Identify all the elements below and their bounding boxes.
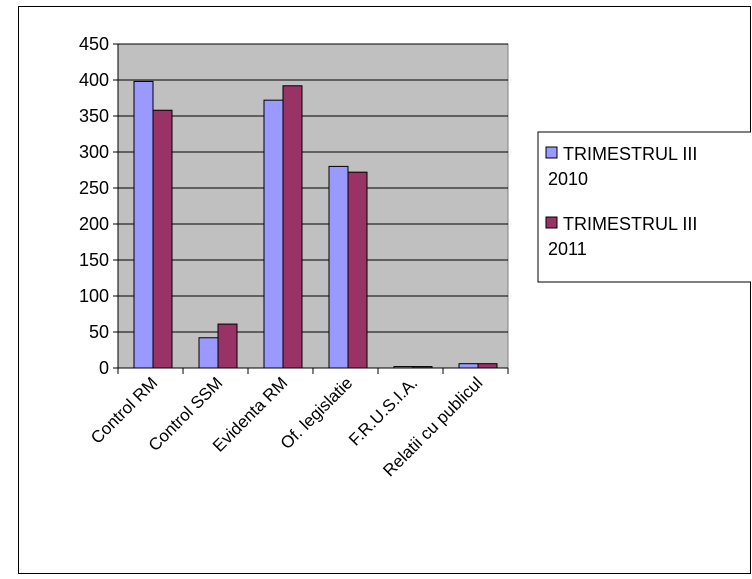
bar (328, 165, 349, 369)
y-tick-label: 150 (79, 250, 109, 270)
y-tick-label: 300 (79, 142, 109, 162)
legend-label: TRIMESTRUL III 2011 (548, 214, 697, 259)
axes (113, 43, 509, 374)
plot-area (117, 43, 509, 369)
bars (133, 80, 498, 369)
y-tick-label: 0 (99, 358, 109, 378)
chart-frame: 0 50 100 150 200 250 300 350 400 450 Control RM Co… (18, 6, 752, 574)
legend-box (537, 131, 752, 283)
bar (347, 171, 368, 369)
bar (152, 109, 173, 369)
y-tick-label: 350 (79, 106, 109, 126)
bar (282, 85, 303, 369)
legend-swatch (545, 146, 558, 159)
legend-label: TRIMESTRUL III 2010 (548, 144, 697, 189)
y-tick-label: 250 (79, 178, 109, 198)
gridlines (118, 43, 508, 333)
bar (263, 99, 284, 369)
y-tick-label: 450 (79, 34, 109, 54)
y-tick-label: 200 (79, 214, 109, 234)
bar (198, 337, 219, 369)
legend-swatch (545, 216, 558, 229)
y-tick-label: 50 (89, 322, 109, 342)
legend: TRIMESTRUL III 2010 TRIMESTRUL III 2011 (537, 131, 752, 283)
y-tick-labels: 0 50 100 150 200 250 300 350 400 450 (79, 34, 109, 378)
bar (217, 323, 238, 369)
y-tick-label: 100 (79, 286, 109, 306)
bar (133, 80, 154, 369)
bar (458, 363, 479, 369)
y-tick-label: 400 (79, 70, 109, 90)
bar (477, 363, 498, 369)
